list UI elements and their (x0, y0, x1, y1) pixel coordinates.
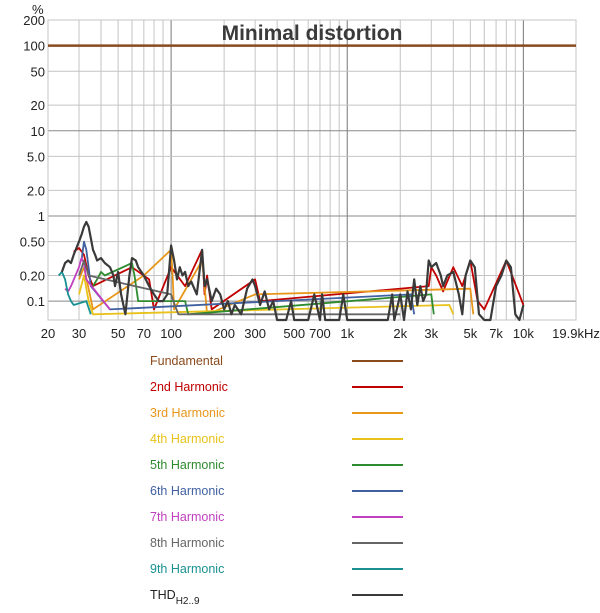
x-tick-label: 2k (393, 326, 407, 341)
x-tick-label: 1k (340, 326, 354, 341)
legend-label: THDH2..9 (150, 588, 200, 607)
x-tick-label: 700 (309, 326, 331, 341)
legend-item: 8th Harmonic (150, 532, 410, 558)
distortion-chart: 20 30 50 70 100 200 300 500 700 1k 2k 3k 5k 7k 10k 19.9… (20, 2, 600, 341)
legend-label: 7th Harmonic (150, 510, 225, 524)
y-tick-label: 0.50 (20, 235, 45, 250)
legend-label: 5th Harmonic (150, 458, 225, 472)
y-tick-label: 5.0 (27, 149, 45, 164)
x-tick-label: 100 (160, 326, 182, 341)
y-tick-label: 100 (23, 39, 45, 54)
x-tick-label: 200 (213, 326, 235, 341)
plot-frame (47, 19, 577, 321)
x-tick-label: 10k (513, 326, 534, 341)
legend: Fundamental 2nd Harmonic 3rd Harmonic 4th H… (150, 350, 410, 610)
legend-swatch (352, 464, 403, 466)
legend-item: 9th Harmonic (150, 558, 410, 584)
y-tick-label: 50 (31, 64, 45, 79)
y-axis-label: % (32, 2, 44, 17)
series-line-3 (78, 274, 455, 316)
tick-labels: 20 30 50 70 100 200 300 500 700 1k 2k 3k 5k 7k 10k 19.9… (20, 13, 600, 341)
legend-item: 4th Harmonic (150, 428, 410, 454)
series-line-8 (58, 270, 92, 315)
legend-item: 7th Harmonic (150, 506, 410, 532)
legend-swatch (352, 412, 403, 414)
x-tick-label: 7k (489, 326, 503, 341)
y-tick-label: 20 (31, 98, 45, 113)
x-tick-label: 20 (41, 326, 55, 341)
x-tick-label: 19.9kHz (552, 326, 600, 341)
legend-swatch (352, 438, 403, 440)
y-tick-label: 1 (38, 209, 45, 224)
legend-label: 4th Harmonic (150, 432, 225, 446)
series-line-2 (78, 248, 475, 316)
series-line-6 (64, 257, 111, 310)
x-tick-label: 30 (72, 326, 86, 341)
y-tick-label: 0.1 (27, 294, 45, 309)
legend-swatch (352, 568, 403, 570)
series-line-5 (80, 240, 416, 315)
x-tick-label: 50 (111, 326, 125, 341)
legend-swatch (352, 386, 403, 388)
legend-swatch (352, 516, 403, 518)
x-tick-label: 70 (137, 326, 151, 341)
chart-title: Minimal distortion (222, 22, 403, 45)
y-tick-label: 200 (23, 13, 45, 28)
legend-label: Fundamental (150, 354, 223, 368)
legend-item: 2nd Harmonic (150, 376, 410, 402)
legend-swatch (352, 594, 403, 596)
x-tick-label: 300 (244, 326, 266, 341)
grid (47, 19, 577, 321)
legend-item: Fundamental (150, 350, 410, 376)
legend-label: 6th Harmonic (150, 484, 225, 498)
y-tick-label: 0.20 (20, 268, 45, 283)
series-line-9 (60, 220, 525, 322)
legend-item: 3rd Harmonic (150, 402, 410, 428)
legend-swatch (352, 490, 403, 492)
legend-item: 5th Harmonic (150, 454, 410, 480)
series-line-7 (78, 259, 401, 316)
y-tick-label: 2.0 (27, 183, 45, 198)
legend-label: 3rd Harmonic (150, 406, 226, 420)
legend-label-subscript: H2..9 (175, 596, 200, 607)
x-tick-label: 5k (463, 326, 477, 341)
legend-label: 8th Harmonic (150, 536, 225, 550)
legend-label: 2nd Harmonic (150, 380, 228, 394)
legend-label: 9th Harmonic (150, 562, 225, 576)
x-tick-label: 3k (424, 326, 438, 341)
legend-swatch (352, 360, 403, 362)
legend-item: THDH2..9 (150, 584, 410, 610)
y-tick-label: 10 (31, 124, 45, 139)
legend-item: 6th Harmonic (150, 480, 410, 506)
legend-swatch (352, 542, 403, 544)
series-group (48, 44, 576, 322)
x-tick-label: 500 (283, 326, 305, 341)
